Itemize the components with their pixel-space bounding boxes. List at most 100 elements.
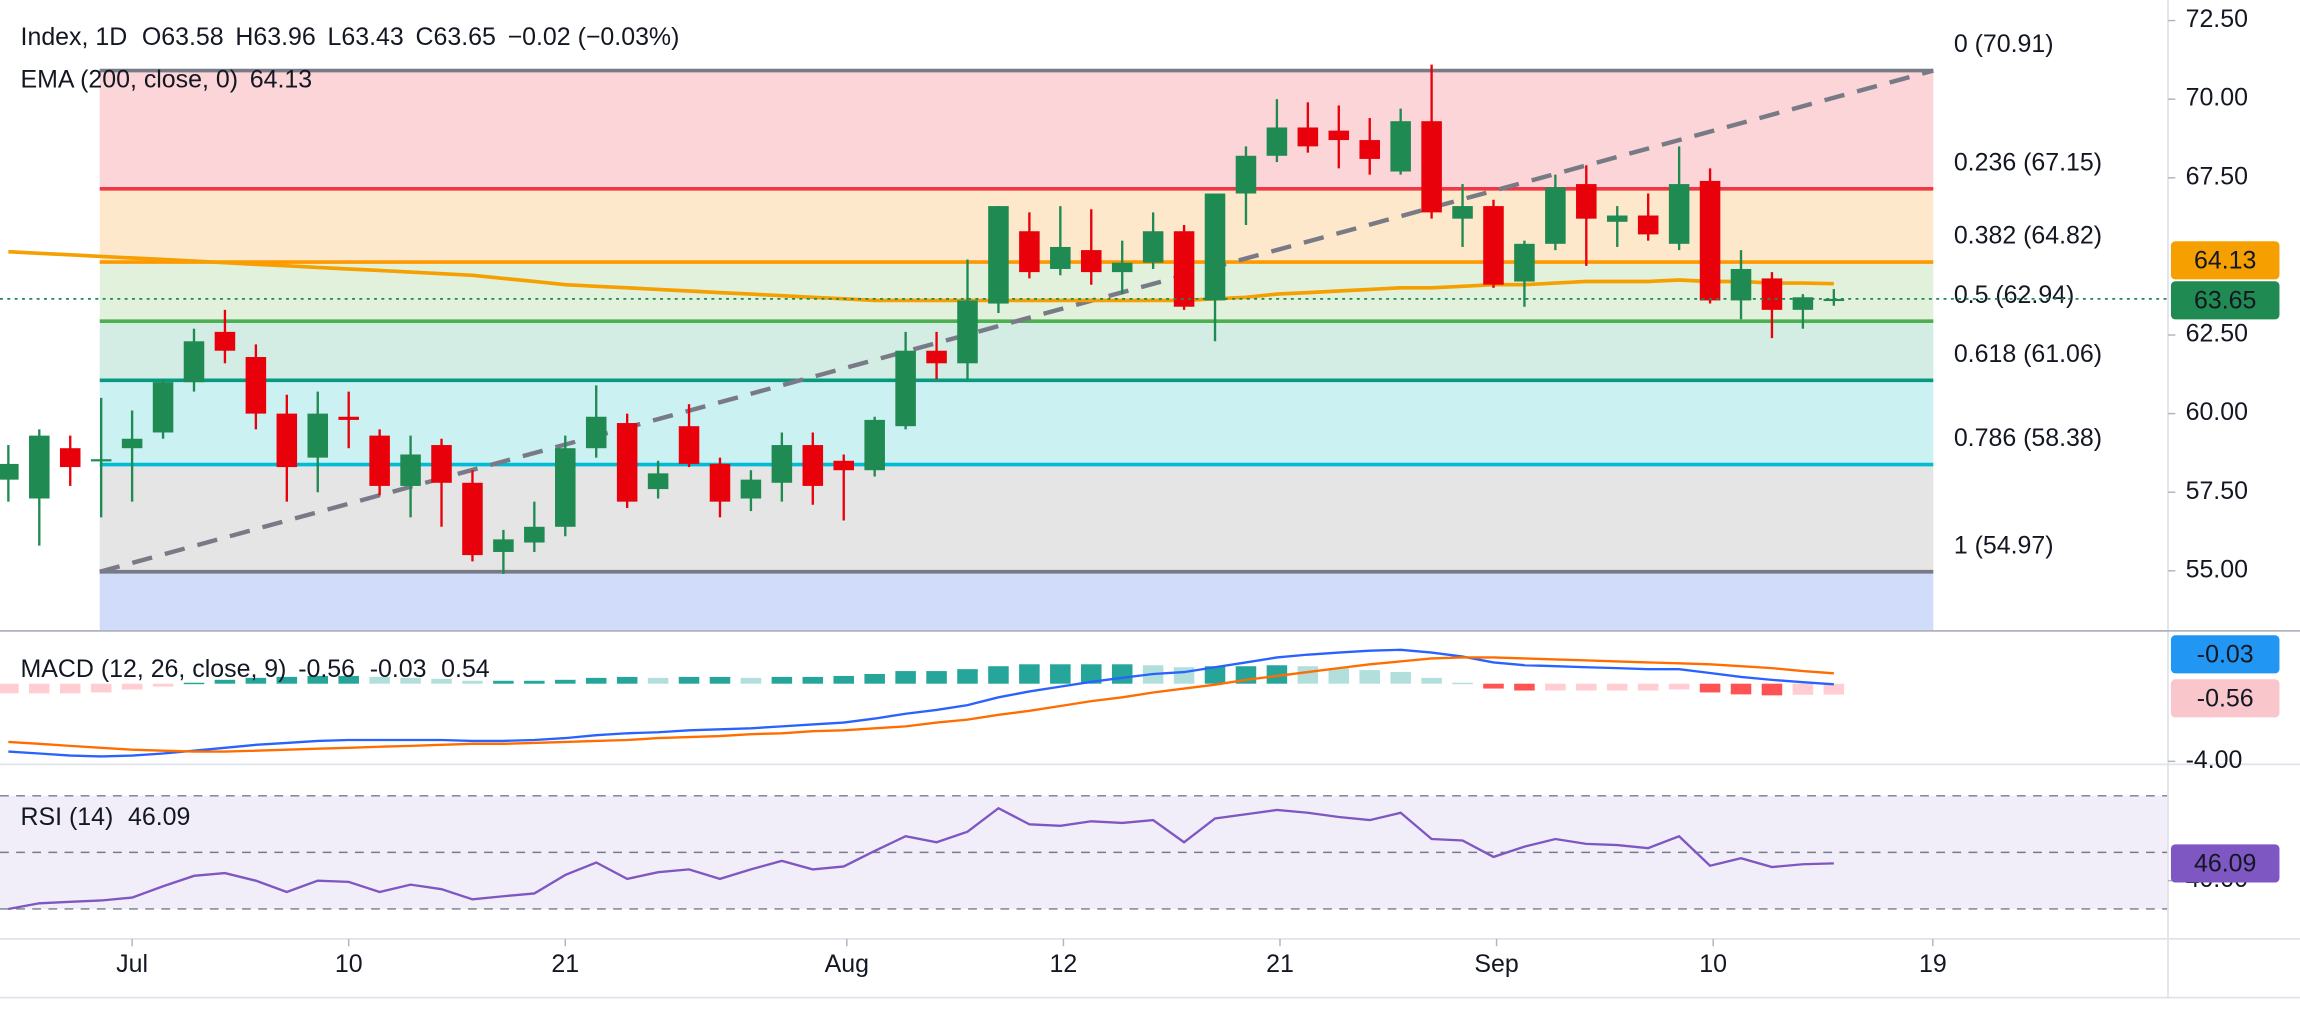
candle-body	[59, 448, 81, 468]
candle-body	[1111, 262, 1133, 273]
candle-body	[1421, 121, 1442, 213]
macd-histogram-bar	[121, 683, 143, 690]
candle-body	[585, 416, 607, 449]
candle-body	[1452, 206, 1473, 219]
macd-histogram-bar	[462, 680, 483, 684]
macd-histogram-bar	[802, 676, 824, 684]
y-tick-label: 72.50	[2186, 5, 2248, 33]
macd-histogram-bar	[895, 671, 916, 684]
macd-histogram-bar	[1792, 683, 1814, 695]
ohlc-key: L	[328, 23, 342, 51]
macd-histogram-bar	[616, 676, 638, 684]
candle-body	[1823, 298, 1845, 302]
macd-histogram-bar	[833, 675, 855, 684]
macd-value-label: -0.03	[2197, 640, 2254, 668]
candle-body	[400, 454, 421, 486]
macd-histogram-bar	[771, 676, 793, 684]
candle-body	[1668, 184, 1690, 244]
x-tick-label: Jul	[116, 950, 148, 978]
fib-label: 0.618 (61.06)	[1954, 340, 2102, 368]
candle-body	[1390, 121, 1411, 172]
macd-histogram-bar	[555, 679, 576, 684]
y-tick-label: 70.00	[2186, 84, 2248, 112]
candle-body	[1514, 243, 1535, 282]
macd-histogram-bar	[338, 675, 359, 684]
macd-histogram-bar	[1730, 683, 1752, 695]
candle-body	[616, 423, 638, 502]
ohlc-value: 63.65	[433, 23, 495, 51]
candle-body	[524, 526, 545, 543]
fib-label: 0.786 (58.38)	[1954, 424, 2102, 452]
macd-histogram-bar	[276, 676, 298, 684]
ohlc-key: O	[142, 23, 161, 51]
last-price-box	[2170, 281, 2280, 320]
rsi-value-box	[2170, 844, 2280, 883]
macd-histogram-bar	[1699, 683, 1721, 693]
macd-histogram-bar	[1576, 683, 1597, 691]
y-tick-label: 67.50	[2186, 162, 2248, 190]
candle-body	[1080, 250, 1102, 273]
candle-body	[1545, 187, 1566, 244]
candle-body	[833, 460, 855, 471]
macd-histogram-bar	[1111, 664, 1133, 684]
macd-histogram-bar	[1637, 683, 1659, 691]
macd-histogram-bar	[1080, 664, 1102, 684]
candle-body	[245, 357, 267, 414]
ohlc-key: C	[415, 23, 433, 51]
macd-legend-value: 0.54	[441, 655, 490, 683]
macd-histogram-bar	[1204, 666, 1226, 684]
candle-body	[1761, 278, 1783, 310]
x-tick-label: Sep	[1474, 950, 1518, 978]
macd-histogram-bar	[1545, 683, 1566, 691]
macd-histogram-bar	[183, 682, 205, 685]
candle-body	[771, 445, 793, 483]
fib-zone	[99, 571, 1934, 631]
macd-histogram-bar	[864, 673, 885, 684]
ohlc-value: 63.58	[161, 23, 223, 51]
ema-legend: EMA (200, close, 0)	[21, 65, 238, 93]
last-price-label: 63.65	[2194, 286, 2256, 314]
candle-body	[1637, 215, 1659, 235]
macd-histogram-bar	[988, 666, 1009, 684]
candle-body	[1019, 231, 1040, 273]
macd-histogram-bar	[59, 683, 81, 694]
macd-histogram-bar	[1606, 683, 1628, 691]
macd-line	[8, 648, 1834, 758]
fib-label: 1 (54.97)	[1954, 531, 2054, 559]
candle-body	[0, 463, 19, 480]
y-tick-label: 60.00	[2186, 398, 2248, 426]
x-tick-label: 19	[1919, 950, 1947, 978]
change-label: −0.02 (−0.03%)	[508, 23, 680, 51]
macd-histogram-bar	[1173, 667, 1195, 684]
candle-body	[1204, 193, 1226, 301]
candle-body	[1699, 180, 1721, 301]
candle-body	[740, 479, 762, 499]
ema-price-box	[2170, 241, 2280, 280]
macd-histogram-bar	[307, 675, 329, 684]
macd-histogram-bar	[1421, 677, 1442, 684]
x-tick-label: 12	[1050, 950, 1078, 978]
ohlc-value: 63.43	[341, 23, 403, 51]
fib-zone	[99, 321, 1934, 381]
candle-body	[90, 459, 112, 462]
candle-body	[121, 438, 143, 449]
ema-price-label: 64.13	[2194, 246, 2256, 274]
fib-zone	[99, 70, 1934, 189]
fib-label: 0 (70.91)	[1954, 30, 2054, 58]
macd-histogram-bar	[152, 683, 174, 687]
macd-histogram-bar	[1359, 670, 1380, 684]
candle-body	[988, 206, 1009, 304]
macd-histogram-bar	[0, 683, 19, 694]
macd-histogram-bar	[1266, 665, 1288, 684]
candle-body	[1792, 297, 1814, 310]
macd-legend: MACD (12, 26, close, 9)	[21, 655, 287, 683]
candle-body	[1297, 127, 1319, 147]
macd-histogram-bar	[1514, 683, 1535, 691]
candle-body	[555, 448, 576, 527]
x-tick-label: 10	[1699, 950, 1727, 978]
fib-label: 0.382 (64.82)	[1954, 222, 2102, 250]
macd-histogram-bar	[1483, 683, 1504, 689]
histogram-value-label: -0.56	[2197, 684, 2254, 712]
ohlc-value: 63.96	[253, 23, 315, 51]
